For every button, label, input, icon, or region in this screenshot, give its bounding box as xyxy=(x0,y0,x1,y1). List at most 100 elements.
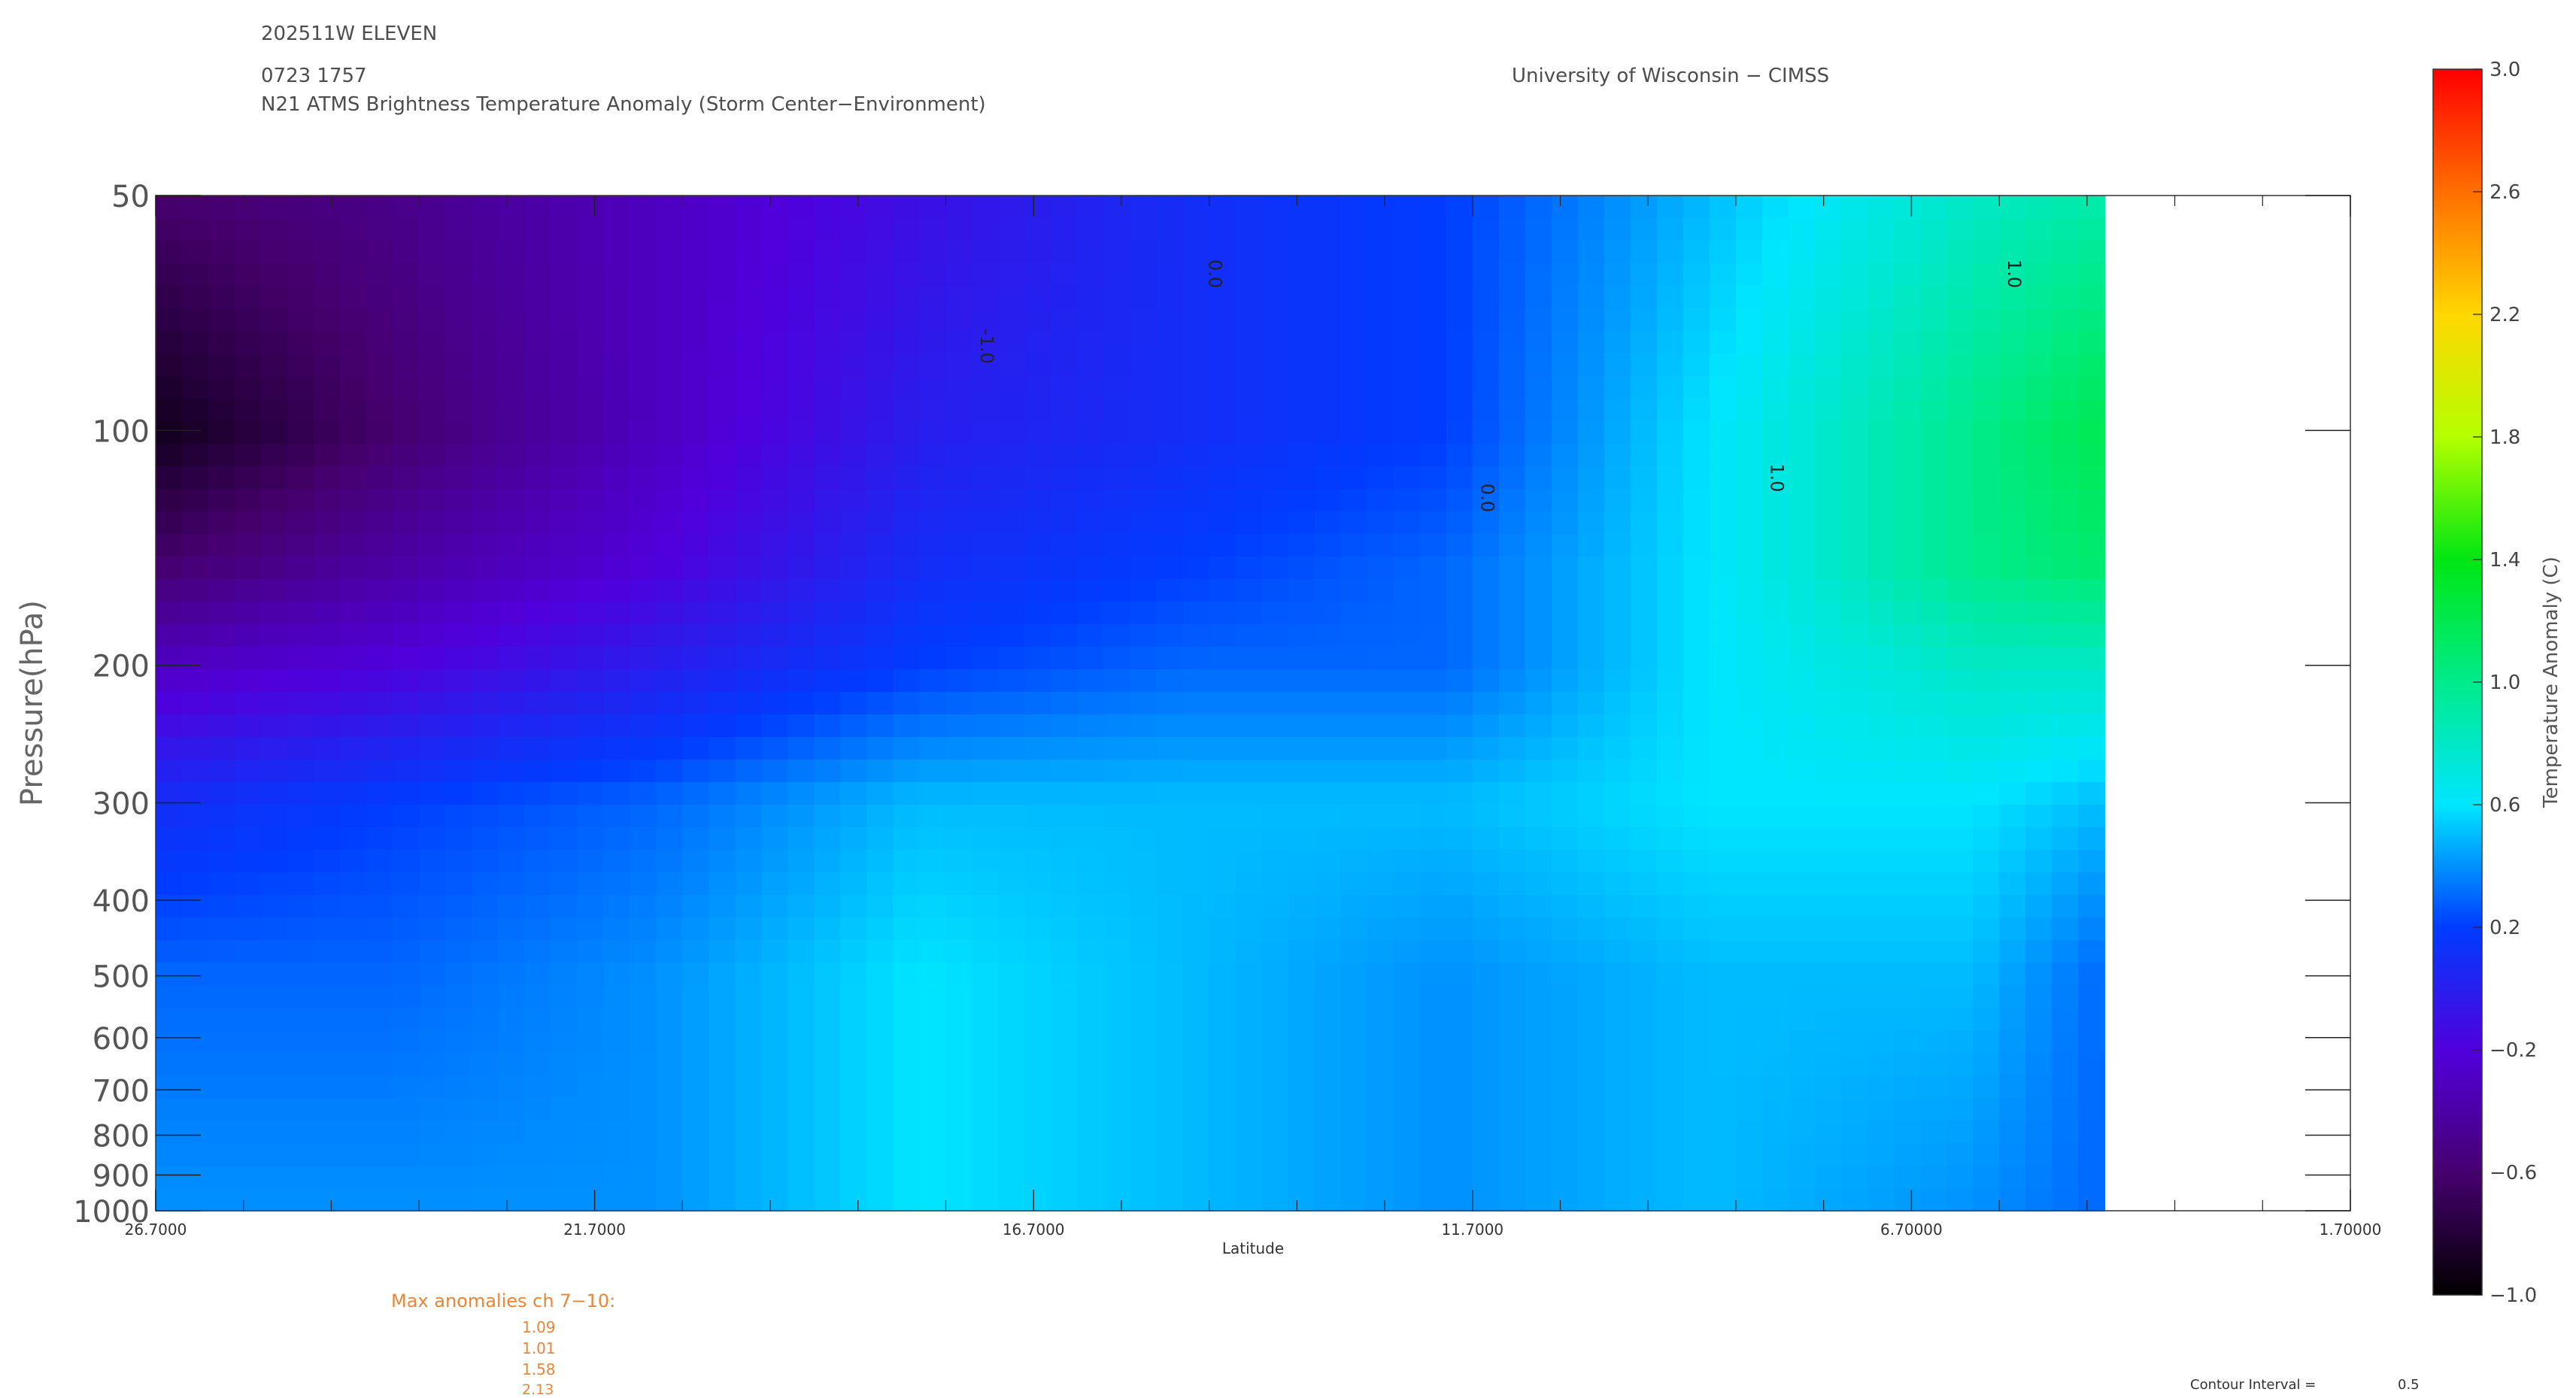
heatmap-cell xyxy=(1894,218,1921,241)
heatmap-cell xyxy=(761,827,789,851)
heatmap-cell xyxy=(866,1166,894,1189)
heatmap-cell xyxy=(1999,218,2026,241)
heatmap-cell xyxy=(1446,353,1473,377)
heatmap-cell xyxy=(1709,399,1737,422)
heatmap-cell xyxy=(708,669,736,693)
x-axis-title: Latitude xyxy=(1222,1239,1284,1257)
heatmap-cell xyxy=(314,466,341,490)
heatmap-cell xyxy=(1182,850,1210,873)
heatmap-cell xyxy=(1367,624,1394,647)
heatmap-cell xyxy=(1419,1166,1447,1189)
heatmap-cell xyxy=(945,466,973,490)
heatmap-cell xyxy=(787,466,815,490)
heatmap-cell xyxy=(1841,1030,1868,1054)
heatmap-cell xyxy=(840,917,868,941)
heatmap-cell xyxy=(1709,1053,1737,1076)
heatmap-cell xyxy=(1182,489,1210,512)
heatmap-cell xyxy=(1789,985,1816,1008)
heatmap-cell xyxy=(708,556,736,580)
heatmap-cell xyxy=(840,308,868,332)
heatmap-cell xyxy=(1525,737,1552,760)
heatmap-cell xyxy=(814,963,842,986)
heatmap-cell xyxy=(1024,963,1052,986)
heatmap-cell xyxy=(577,511,605,535)
heatmap-cell xyxy=(524,692,551,715)
heatmap-cell xyxy=(1077,1098,1105,1121)
heatmap-cell xyxy=(1288,466,1315,490)
heatmap-cell xyxy=(893,1075,921,1099)
heatmap-cell xyxy=(1630,714,1658,738)
heatmap-cell xyxy=(1235,331,1263,354)
heatmap-cell xyxy=(1077,218,1105,241)
heatmap-cell xyxy=(1288,1075,1315,1099)
heatmap-cell xyxy=(1314,872,1342,896)
heatmap-cell xyxy=(1946,850,1974,873)
heatmap-cell xyxy=(630,1053,657,1076)
heatmap-cell xyxy=(866,399,894,422)
heatmap-cell xyxy=(1024,760,1052,783)
heatmap-cell xyxy=(551,1075,578,1099)
heatmap-cell xyxy=(419,760,446,783)
heatmap-cell xyxy=(1209,1030,1236,1054)
heatmap-cell xyxy=(735,196,763,219)
heatmap-cell xyxy=(1815,985,1842,1008)
heatmap-cell xyxy=(1261,263,1289,287)
heatmap-cell xyxy=(1314,376,1342,399)
heatmap-cell xyxy=(1182,737,1210,760)
heatmap-cell xyxy=(577,331,605,354)
heatmap-cell xyxy=(1446,1143,1473,1166)
heatmap-cell xyxy=(1024,737,1052,760)
heatmap-cell xyxy=(1130,1121,1158,1144)
heatmap-cell xyxy=(1762,218,1789,241)
heatmap-cell xyxy=(261,850,288,873)
heatmap-cell xyxy=(1656,872,1684,896)
heatmap-cell xyxy=(1709,692,1737,715)
heatmap-cell xyxy=(1999,602,2026,625)
heatmap-cell xyxy=(1682,850,1710,873)
heatmap-cell xyxy=(1841,692,1868,715)
heatmap-cell xyxy=(419,895,446,918)
heatmap-cell xyxy=(156,963,183,986)
heatmap-cell xyxy=(1340,872,1368,896)
heatmap-cell xyxy=(1051,647,1079,670)
heatmap-cell xyxy=(1419,489,1447,512)
heatmap-cell xyxy=(235,286,262,309)
heatmap-cell xyxy=(998,760,1026,783)
heatmap-cell xyxy=(1498,241,1526,264)
heatmap-cell xyxy=(1577,602,1605,625)
heatmap-cell xyxy=(1736,963,1763,986)
heatmap-cell xyxy=(1973,602,2000,625)
heatmap-cell xyxy=(1999,353,2026,377)
heatmap-cell xyxy=(1999,1030,2026,1054)
heatmap-cell xyxy=(551,917,578,941)
heatmap-cell xyxy=(761,1188,789,1211)
heatmap-cell xyxy=(1498,331,1526,354)
heatmap-cell xyxy=(840,1008,868,1031)
heatmap-cell xyxy=(814,1053,842,1076)
heatmap-cell xyxy=(866,850,894,873)
heatmap-cell xyxy=(1103,805,1131,828)
heatmap-cell xyxy=(366,895,393,918)
heatmap-cell xyxy=(1551,353,1579,377)
heatmap-cell xyxy=(1235,489,1263,512)
heatmap-cell xyxy=(1340,1098,1368,1121)
heatmap-cell xyxy=(1815,669,1842,693)
heatmap-cell xyxy=(656,1166,684,1189)
heatmap-cell xyxy=(1156,241,1184,264)
heatmap-cell xyxy=(814,579,842,602)
heatmap-cell xyxy=(1630,1030,1658,1054)
heatmap-cell xyxy=(551,782,578,805)
heatmap-cell xyxy=(1946,1166,1974,1189)
heatmap-cell xyxy=(1999,760,2026,783)
heatmap-cell xyxy=(1656,647,1684,670)
heatmap-cell xyxy=(182,399,209,422)
heatmap-cell xyxy=(1209,1166,1236,1189)
heatmap-cell xyxy=(1235,737,1263,760)
heatmap-cell xyxy=(1841,556,1868,580)
heatmap-cell xyxy=(708,917,736,941)
heatmap-cell xyxy=(735,489,763,512)
heatmap-cell xyxy=(1789,805,1816,828)
heatmap-cell xyxy=(1815,1188,1842,1211)
heatmap-cell xyxy=(1340,534,1368,557)
heatmap-cell xyxy=(472,421,499,444)
